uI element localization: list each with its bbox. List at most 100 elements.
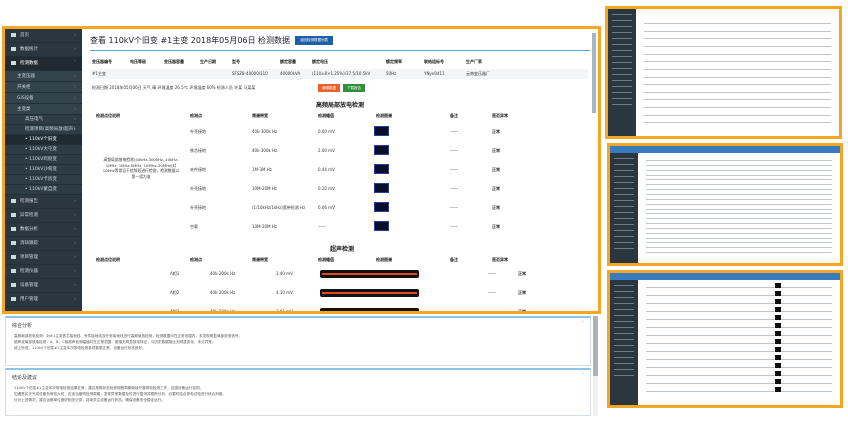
- chevron-icon: ›: [74, 117, 76, 122]
- pd-band: 1M-3M Hz: [252, 167, 272, 172]
- thumbnail-screenshot-3: [607, 270, 843, 408]
- pd-point: 外壳接地: [190, 129, 206, 134]
- collapse-icon[interactable]: ˅: [581, 373, 585, 379]
- sidebar-item[interactable]: 异常检测 ›: [5, 209, 82, 223]
- sidebar-item[interactable]: • 110kV蒙自变: [5, 185, 82, 195]
- thumbnail-screenshot-1: [605, 6, 842, 139]
- column-header: 频谱带宽: [252, 113, 268, 118]
- title-divider: [90, 50, 590, 51]
- scrollbar[interactable]: [592, 33, 596, 113]
- pd-result: 正常: [492, 205, 500, 210]
- chevron-icon: ›: [74, 33, 76, 38]
- pd-spectrum-thumbnail[interactable]: [374, 202, 389, 212]
- sidebar-item[interactable]: GIS设备 ›: [5, 93, 82, 104]
- pd-remark: ——: [450, 186, 458, 191]
- thumb-row: [646, 247, 832, 249]
- pd-header-row: 检测点位说明 检测点 频谱带宽 检测幅值 检测图谱 备注 是否异常: [90, 111, 588, 121]
- thumb-row: [646, 375, 832, 376]
- sidebar-item[interactable]: • 110kV卡房变: [5, 175, 82, 185]
- column-header: 检测点位说明: [96, 257, 120, 262]
- sidebar-item[interactable]: 用户管理 ›: [5, 293, 82, 307]
- collapse-icon[interactable]: ˅: [581, 321, 585, 327]
- thumb-header-bar: [610, 273, 840, 280]
- equipment-header: 额定频率: [386, 59, 402, 64]
- sidebar-item[interactable]: 检测项目(高频局放/超声) ›: [5, 125, 82, 135]
- us-waveform[interactable]: [320, 289, 419, 297]
- thumb-row: [646, 242, 832, 244]
- sidebar-item[interactable]: 主变压器 ›: [5, 71, 82, 82]
- thumb-spectrum: [775, 331, 781, 336]
- us-row: A相3 40k-200k Hz 3.61 mV —— 正常: [90, 307, 588, 311]
- sidebar-item[interactable]: 设备管理 ›: [5, 279, 82, 293]
- us-waveform[interactable]: [320, 270, 419, 278]
- page-scrollbar[interactable]: [593, 316, 598, 416]
- chevron-icon: ›: [74, 107, 76, 112]
- bullet-icon: •: [25, 157, 30, 162]
- sidebar-item[interactable]: • 110kV沙甸变: [5, 165, 82, 175]
- thumb-row: [646, 164, 832, 166]
- pd-amp: 2.00 mV: [318, 148, 335, 153]
- sidebar-item[interactable]: 高压电气 ›: [5, 115, 82, 125]
- column-header: 频谱带宽: [252, 257, 268, 262]
- sidebar-item[interactable]: 主变类 ›: [5, 104, 82, 115]
- chevron-icon: ›: [74, 74, 76, 79]
- equipment-header: 联结组标号: [424, 59, 444, 64]
- sidebar-item-label: 110kV鸡街变: [29, 157, 57, 162]
- equipment-value: (110±8×1.25%)/37.5/10.5kV: [312, 71, 371, 76]
- sidebar-item[interactable]: • 110kV鸡街变: [5, 155, 82, 165]
- edit-data-button[interactable]: 编辑数据: [318, 84, 340, 92]
- sidebar-item-label: 110kV蒙自变: [29, 187, 57, 192]
- thumb-row: [646, 287, 832, 288]
- sidebar-item-label: 110kV个旧变: [29, 137, 57, 142]
- pd-spectrum-thumbnail[interactable]: [374, 221, 389, 231]
- sidebar-item-label: 110kV沙甸变: [29, 167, 57, 172]
- thumb-spectrum: [775, 307, 781, 312]
- us-band: 40k-200k Hz: [210, 290, 236, 295]
- back-to-list-button[interactable]: 返回检测数据列表: [295, 36, 334, 45]
- chevron-icon: ›: [74, 127, 76, 132]
- thumb-row: [646, 189, 832, 191]
- thumb-row: [646, 184, 832, 186]
- thumb-row: [646, 218, 832, 220]
- sidebar-item[interactable]: 首页 ›: [5, 29, 82, 43]
- thumb-row: [646, 198, 832, 200]
- pd-point: 空载: [190, 224, 198, 229]
- content-area: 查看 110kV个旧变 #1主变 2018年05月06日 检测数据 返回检测数据列…: [84, 29, 598, 311]
- thumb-row: [646, 193, 832, 195]
- sidebar-item[interactable]: 数据分析 ›: [5, 223, 82, 237]
- us-waveform[interactable]: [320, 308, 419, 311]
- sidebar-item[interactable]: • 110kV大屯变: [5, 145, 82, 155]
- sidebar-item[interactable]: 检测报告 ›: [5, 195, 82, 209]
- pd-spectrum-thumbnail[interactable]: [374, 145, 389, 155]
- sidebar-item[interactable]: 消缺跟踪 ›: [5, 237, 82, 251]
- thumb-row: [644, 122, 831, 124]
- thumb-spectrum: [775, 379, 781, 384]
- pd-remark: ——: [450, 129, 458, 134]
- pd-amp: ——: [318, 224, 326, 229]
- analysis-body: 高频局部放电检测：对#1主变铁芯接地线、夹件接地线及外壳接地线进行高频局放检测，…: [6, 333, 590, 351]
- chevron-icon: ›: [74, 297, 76, 302]
- download-report-button[interactable]: 下载报告: [343, 84, 365, 92]
- pd-row: 空载 10M-20M Hz —— —— 正常: [90, 222, 588, 232]
- thumb-row: [644, 45, 831, 47]
- equipment-header: 额定容量: [280, 59, 296, 64]
- menu-icon: [11, 46, 16, 51]
- sidebar-item[interactable]: 检测数据 ˅: [5, 57, 82, 71]
- sidebar-item[interactable]: 项目管理 ›: [5, 251, 82, 265]
- pd-spectrum-thumbnail[interactable]: [374, 183, 389, 193]
- pd-result: 正常: [492, 148, 500, 153]
- thumb-row: [644, 38, 831, 40]
- sidebar-item[interactable]: 开关柜 ›: [5, 82, 82, 93]
- pd-band: 10M-20M Hz: [252, 224, 277, 229]
- sidebar-item[interactable]: • 110kV个旧变: [5, 135, 82, 145]
- pd-spectrum-thumbnail[interactable]: [374, 164, 389, 174]
- analysis-line: 综上所述，110kV个旧变#1主变本次带电检测各项数据正常，设备运行状态良好。: [14, 346, 146, 350]
- sidebar-item[interactable]: 数据统计 ›: [5, 43, 82, 57]
- bullet-icon: •: [25, 187, 30, 192]
- sidebar-item[interactable]: 检测仪器 ›: [5, 265, 82, 279]
- thumb-row: [646, 252, 832, 254]
- pd-spectrum-thumbnail[interactable]: [374, 126, 389, 136]
- thumbnail-screenshot-2: [607, 143, 843, 266]
- equipment-header: 生产厂家: [466, 59, 482, 64]
- us-section-title: 超声检测: [330, 246, 355, 253]
